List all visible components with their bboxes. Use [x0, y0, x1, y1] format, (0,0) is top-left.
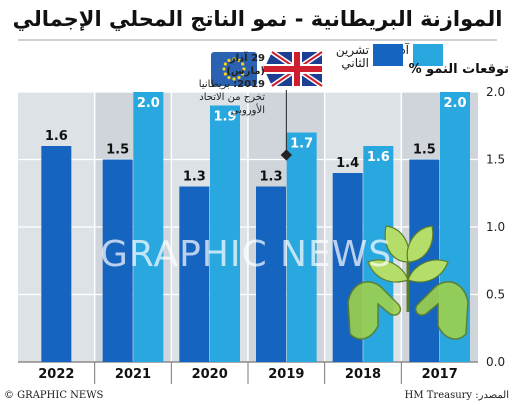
eu-star	[222, 67, 226, 71]
legend-item-november: تشرين الثاني	[313, 44, 403, 76]
bar-november	[179, 186, 210, 362]
annotation-brexit: 29 آذار (مارس) 2019: بريطانيا تخرج من ال…	[195, 52, 265, 117]
y-tick-label: 1.0	[486, 220, 505, 234]
eu-star	[227, 76, 231, 80]
plant-leaf	[367, 259, 409, 283]
bar-march	[133, 92, 164, 362]
bar-november	[41, 146, 72, 362]
eu-star	[223, 62, 227, 66]
y-axis-title: توقعات النمو %	[408, 62, 509, 77]
data-label-march: 2.0	[443, 96, 466, 111]
x-tick-label: 2022	[38, 367, 74, 382]
bar-november	[102, 159, 133, 362]
eu-star	[232, 77, 236, 81]
data-label-november: 1.5	[106, 143, 129, 158]
y-tick-label: 2.0	[486, 85, 505, 99]
eu-flag-icon	[211, 52, 257, 86]
eu-star	[241, 72, 245, 76]
uk-flag-cross-v	[294, 52, 300, 86]
footer-credit: © GRAPHIC NEWS	[4, 390, 104, 401]
annotation-marker	[280, 149, 292, 161]
legend-swatch-november	[373, 44, 403, 66]
plant-leaf	[406, 225, 434, 263]
eu-star	[241, 62, 245, 66]
x-tick-label: 2021	[115, 367, 151, 382]
eu-star	[223, 72, 227, 76]
legend-swatch-march	[413, 44, 443, 66]
chart-title: الموازنة البريطانية - نمو الناتج المحلي …	[12, 7, 503, 31]
plant-in-hands-icon	[347, 281, 402, 340]
eu-star	[232, 57, 236, 61]
y-tick-label: 0.5	[486, 288, 505, 302]
data-label-november: 1.3	[183, 170, 206, 185]
hand-right	[414, 281, 469, 340]
bar-november	[256, 186, 286, 362]
legend: آذار تشرين الثاني	[320, 44, 515, 90]
eu-star	[237, 58, 241, 62]
eu-star	[237, 76, 241, 80]
data-label-november: 1.6	[45, 129, 68, 144]
eu-star	[242, 67, 246, 71]
legend-label-november: تشرين الثاني	[335, 43, 369, 70]
x-tick-label: 2018	[345, 367, 381, 382]
data-label-november: 1.4	[336, 156, 359, 171]
x-tick-label: 2017	[422, 367, 458, 382]
data-label-march: 2.0	[137, 96, 160, 111]
data-label-march: 1.7	[290, 137, 313, 152]
x-tick-label: 2020	[192, 367, 228, 382]
data-label-march: 1.6	[367, 150, 390, 165]
y-tick-label: 1.5	[486, 153, 505, 167]
y-tick-label: 0.0	[486, 355, 505, 369]
eu-star	[227, 58, 231, 62]
footer: © GRAPHIC NEWS المصدر: HM Treasury	[0, 386, 515, 405]
annotation-text2: تخرج من الاتحاد الأوروبي	[199, 92, 265, 116]
watermark: GRAPHIC NEWS	[100, 234, 393, 275]
data-label-november: 1.5	[413, 143, 436, 158]
data-label-march: 1.9	[213, 110, 236, 125]
plant-leaf	[407, 259, 449, 283]
bar-march	[210, 105, 240, 362]
annotation-date: 29 آذار (مارس) 2019:	[226, 53, 265, 90]
bar-march	[286, 132, 317, 362]
footer-source: المصدر: HM Treasury	[404, 390, 509, 401]
annotation-text1: بريطانيا	[198, 79, 230, 90]
uk-flag-cross-h	[264, 66, 322, 72]
data-label-november: 1.3	[259, 170, 282, 185]
x-tick-label: 2019	[268, 367, 304, 382]
